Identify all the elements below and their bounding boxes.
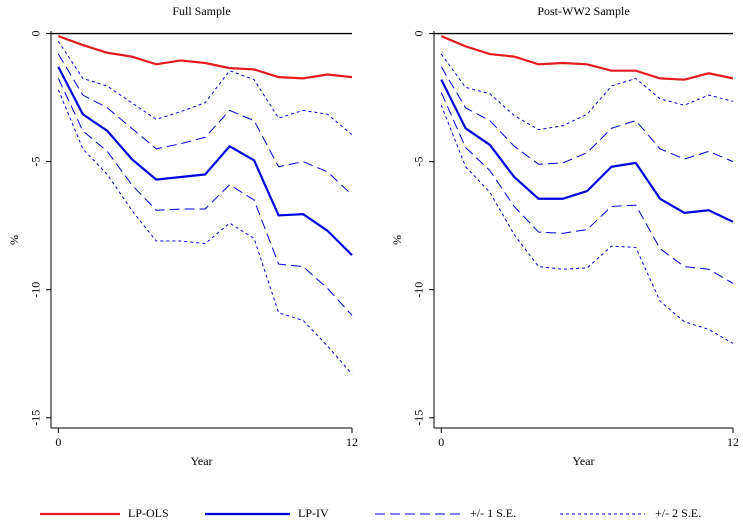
x-tick-label: 12 <box>346 435 358 449</box>
y-tick-label: -10 <box>29 282 43 298</box>
series-line <box>57 89 353 375</box>
legend-label: +/- 2 S.E. <box>655 506 701 520</box>
series-line <box>57 78 353 316</box>
y-axis-label: % <box>390 235 404 245</box>
series-line <box>440 79 734 223</box>
panel-title: Full Sample <box>172 4 230 18</box>
y-axis-label: % <box>7 235 21 245</box>
panel-title: Post-WW2 Sample <box>537 4 629 18</box>
series-line <box>440 105 734 344</box>
series-line <box>440 53 734 131</box>
y-tick-label: -15 <box>29 410 43 426</box>
x-tick-label: 0 <box>55 435 61 449</box>
x-tick-label: 0 <box>438 435 444 449</box>
series-line <box>57 35 353 80</box>
series-line <box>440 66 734 165</box>
legend-label: LP-IV <box>298 506 329 520</box>
series-line <box>440 92 734 284</box>
legend-label: +/- 1 S.E. <box>470 506 516 520</box>
x-tick-label: 12 <box>727 435 739 449</box>
y-tick-label: -15 <box>412 410 426 426</box>
series-line <box>57 53 353 196</box>
y-tick-label: -5 <box>29 157 43 167</box>
x-axis-label: Year <box>190 454 212 468</box>
y-tick-label: -5 <box>412 157 426 167</box>
series-line <box>440 35 734 81</box>
series-line <box>57 66 353 256</box>
y-tick-label: -10 <box>412 282 426 298</box>
x-axis-label: Year <box>572 454 594 468</box>
series-line <box>57 40 353 136</box>
legend-label: LP-OLS <box>128 506 169 520</box>
y-tick-label: 0 <box>29 31 43 37</box>
y-tick-label: 0 <box>412 31 426 37</box>
